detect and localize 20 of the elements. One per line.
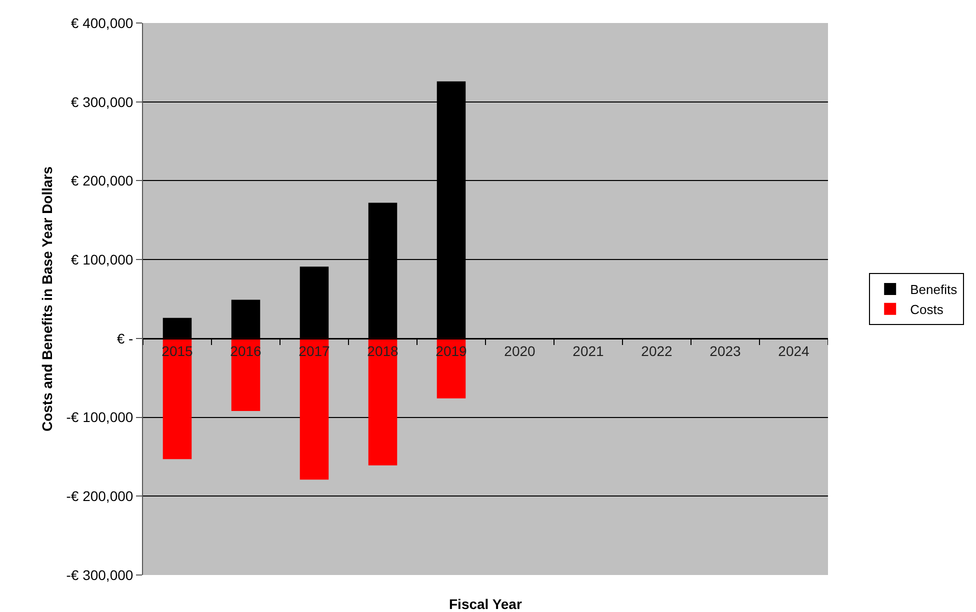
x-tick-label: 2020 [504,343,536,360]
x-tick-label: 2021 [572,343,604,360]
x-axis-title: Fiscal Year [449,596,522,612]
y-tick-label: € 300,000 [70,94,134,110]
y-tick-label: € 400,000 [70,14,134,31]
y-tick-label: € 100,000 [70,251,134,268]
x-tick-label: 2023 [710,343,742,360]
y-tick-label: € - [116,330,134,346]
x-tick-label: 2022 [641,343,673,360]
legend-label: Costs [910,302,944,317]
x-tick-label: 2024 [778,343,810,360]
y-tick-label: € 200,000 [70,172,134,189]
bar [368,338,398,466]
y-tick-label: -€ 300,000 [66,566,134,583]
bar [300,338,329,480]
y-tick-label: -€ 200,000 [66,488,134,504]
legend-label: Benefits [910,282,958,298]
y-tick-label: -€ 100,000 [66,409,134,426]
y-axis-title: Costs and Benefits in Base Year Dollars [38,166,55,432]
bar [162,338,192,460]
